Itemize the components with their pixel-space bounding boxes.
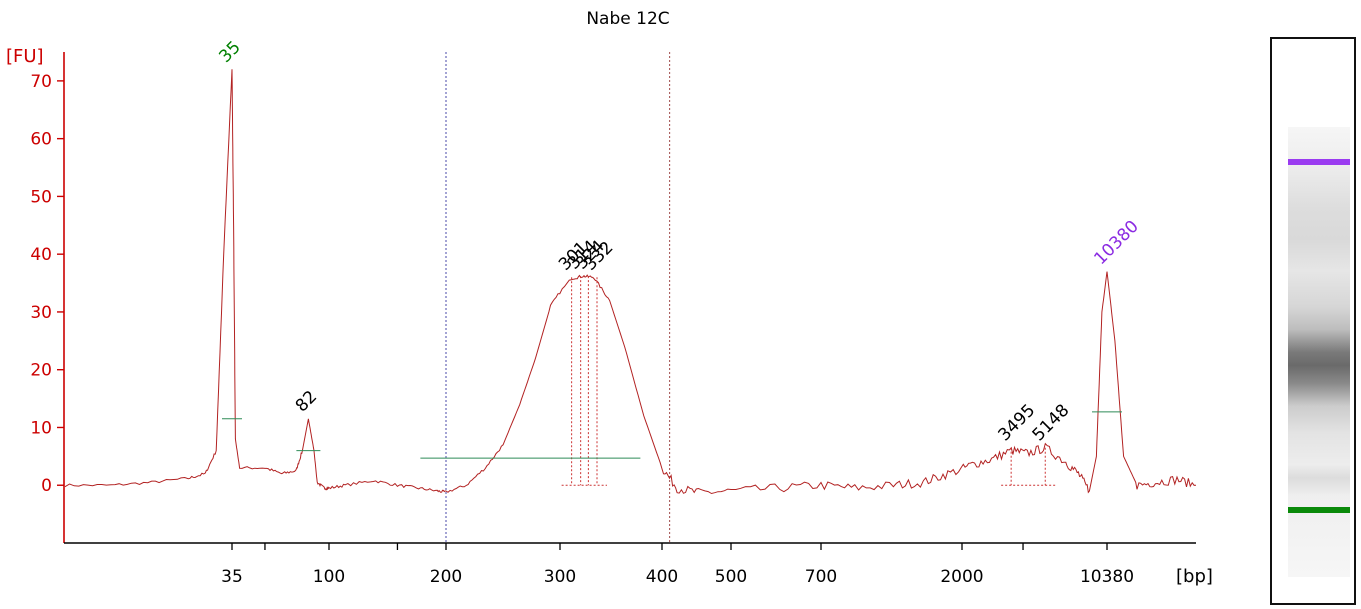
y-tick-label: 10 [30,418,52,438]
y-tick-label: 30 [30,303,52,323]
y-tick-label: 40 [30,245,52,265]
x-tick-label: 2000 [940,567,983,587]
peak-marker: 10380 [1090,217,1142,269]
peak-label: 3495 [995,400,1040,445]
y-tick-label: 0 [41,476,52,496]
x-axis-label: [bp] [1176,566,1213,587]
gel-lane [1270,37,1356,605]
chart-axes: 0 10 20 30 40 50 60 70 35 100 200 300 400 500 700 2000 1… [30,52,1196,587]
gel-smear [1288,127,1350,577]
upper-marker-band [1288,159,1350,165]
peak-label: 5148 [1029,400,1074,445]
chart-title: Nabe 12C [586,9,669,29]
lower-marker-band [1288,507,1350,513]
electropherogram-chart: 0 10 20 30 40 50 60 70 35 100 200 300 400 500 700 2000 1… [6,9,1213,587]
peak-label: 35 [215,37,244,66]
peak-label: 82 [292,387,321,416]
y-tick-label: 50 [30,187,52,207]
trace-line [64,69,1197,495]
x-tick-label: 700 [805,567,837,587]
y-tick-label: 70 [30,72,52,92]
x-tick-label: 35 [221,567,243,587]
x-tick-label: 300 [544,567,576,587]
x-tick-label: 200 [430,567,462,587]
peak-marker: 82 [292,387,321,416]
x-tick-label: 400 [646,567,678,587]
x-tick-label: 10380 [1080,567,1134,587]
x-tick-label: 500 [715,567,747,587]
peak-marker: 332 [580,238,617,486]
peak-marker: 301 [555,238,592,486]
peak-marker: 35 [215,37,244,66]
y-tick-label: 20 [30,361,52,381]
y-tick-label: 60 [30,130,52,150]
peak-marker: 3495 [995,400,1040,486]
x-tick-label: 100 [313,567,345,587]
peak-label: 10380 [1090,217,1142,269]
y-axis-label: [FU] [6,46,44,67]
